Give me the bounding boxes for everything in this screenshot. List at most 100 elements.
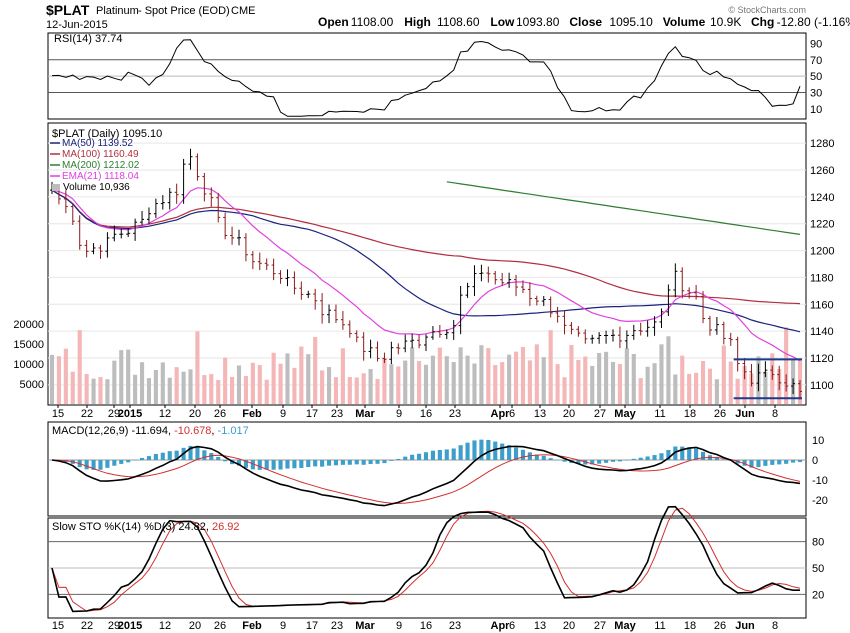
macd-histogram-bar: [520, 449, 526, 460]
macd-tick: 10: [812, 435, 824, 447]
price-bar: [403, 334, 408, 353]
x-axis-label: Jun: [735, 620, 755, 632]
volume-bar: [486, 348, 491, 404]
x-axis-label: 23: [331, 620, 343, 632]
price-bar: [631, 324, 636, 340]
macd-histogram-bar: [361, 460, 366, 465]
ohlc-label: Open: [318, 15, 349, 29]
price-bar: [500, 272, 505, 286]
volume-bar: [617, 364, 622, 404]
x-axis-label: 23: [449, 408, 461, 420]
price-bar: [569, 322, 574, 335]
price-bar: [430, 326, 435, 340]
price-bar: [417, 334, 422, 349]
macd-histogram-bar: [645, 456, 650, 460]
price-bar: [223, 212, 228, 240]
price-bar: [271, 258, 276, 281]
price-bar: [285, 269, 290, 287]
macd-histogram-bar: [604, 460, 609, 463]
ohlc-value: 1095.10: [609, 15, 653, 29]
macd-signal-line: [51, 454, 801, 504]
volume-bar: [91, 378, 96, 404]
volume-bar: [604, 351, 609, 404]
macd-histogram-bar: [160, 452, 165, 460]
price-bar: [174, 183, 179, 204]
volume-bar: [576, 360, 581, 404]
price-bar: [230, 226, 235, 245]
price-bar: [493, 270, 498, 285]
volume-bar: [271, 352, 276, 404]
x-axis-label: 11: [654, 408, 665, 420]
volume-bar: [181, 371, 186, 404]
legend-volume: Volume 10,936: [63, 182, 130, 193]
volume-bar: [56, 356, 61, 404]
macd-histogram-bar: [257, 460, 262, 470]
volume-tick: 15000: [13, 339, 44, 351]
macd-histogram-bar: [292, 460, 297, 469]
price-bar: [604, 330, 609, 344]
price-bar: [451, 320, 456, 340]
rsi-line: [51, 39, 801, 117]
price-bar: [250, 251, 255, 270]
sto-tick: 50: [812, 563, 824, 575]
price-tick: 1240: [810, 192, 834, 204]
macd-histogram-bar: [133, 459, 138, 461]
macd-histogram-bar: [354, 460, 359, 465]
stochastic-label: Slow STO %K(14) %D(3) 24.82, 26.92: [52, 521, 240, 533]
sto-k-value: 24.82: [178, 521, 206, 533]
separator: ,: [206, 521, 212, 533]
macd-histogram-bar: [396, 458, 401, 460]
macd-histogram-bar: [507, 445, 512, 460]
price-bar: [91, 243, 96, 255]
x-axis-label: 12: [159, 620, 171, 632]
header-date: 12-Jun-2015: [46, 19, 108, 31]
macd-histogram-bar: [264, 460, 269, 470]
ohlc-readout: Open 1108.00 High 1108.60 Low 1093.80 Close 109…: [318, 15, 850, 29]
x-axis-label: 23: [331, 408, 343, 420]
volume-bar: [174, 367, 179, 404]
volume-bar: [437, 347, 442, 404]
x-axis-label: 16: [420, 408, 432, 420]
price-bar: [410, 333, 415, 349]
x-axis-label: 2015: [118, 620, 142, 632]
x-axis-label: Feb: [242, 408, 262, 420]
macd-histogram-bar: [243, 460, 248, 468]
price-bar: [112, 225, 117, 242]
macd-histogram-bar: [250, 460, 255, 470]
macd-histogram-bar: [119, 460, 124, 464]
ohlc-value: 1108.60: [437, 15, 480, 29]
sto-d-line: [51, 507, 801, 612]
volume-bar: [105, 379, 110, 404]
price-bar: [70, 203, 75, 225]
macd-histogram-bar: [299, 460, 304, 468]
ohlc-label: Low: [490, 15, 515, 29]
volume-bar: [119, 350, 124, 404]
price-bar: [486, 266, 491, 283]
volume-bar: [687, 373, 692, 404]
volume-bar: [382, 358, 387, 404]
macd-histogram-bar: [624, 460, 629, 461]
volume-bar: [569, 344, 574, 404]
macd-histogram-bar: [313, 460, 318, 467]
rsi-tick: 90: [810, 38, 822, 50]
price-bar: [340, 311, 345, 330]
ma200-line: [446, 181, 801, 235]
price-bar: [333, 304, 338, 323]
price-bar: [465, 282, 470, 298]
price-tick: 1260: [810, 165, 834, 177]
x-axis-label: 27: [594, 408, 606, 420]
price-bar: [680, 267, 685, 299]
volume-bar: [257, 365, 262, 404]
price-bar: [597, 332, 602, 344]
price-bar: [514, 274, 519, 297]
volume-bar: [749, 373, 754, 404]
macd-histogram-bar: [382, 460, 387, 464]
rsi-tick: 10: [810, 104, 822, 116]
ma50-line: [51, 189, 801, 333]
volume-bar: [444, 356, 449, 404]
exchange-label: CME: [231, 5, 255, 17]
price-bar: [105, 232, 110, 258]
price-bar: [527, 282, 532, 306]
price-bar: [77, 215, 82, 250]
